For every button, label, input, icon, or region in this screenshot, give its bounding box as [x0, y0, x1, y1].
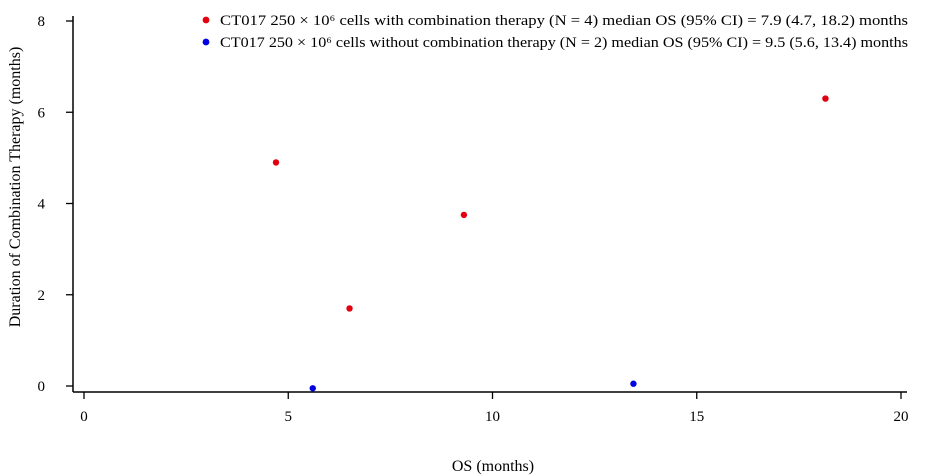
x-tick-label: 5	[285, 409, 293, 425]
x-tick-label: 0	[80, 409, 88, 425]
x-axis-title: OS (months)	[452, 458, 534, 475]
x-tick-label: 15	[689, 409, 704, 425]
y-tick-label: 8	[38, 14, 46, 30]
y-tick-label: 2	[38, 288, 46, 304]
data-point	[346, 305, 353, 312]
x-tick-label: 20	[894, 409, 909, 425]
y-tick-label: 4	[38, 197, 46, 213]
y-tick-label: 0	[38, 379, 46, 395]
axes: 0 5 10 15 20 0 2 4 6 8	[38, 14, 909, 425]
data-points	[272, 95, 829, 392]
data-point	[460, 211, 468, 219]
data-point	[822, 95, 829, 102]
legend: CT017 250 × 10⁶ cells with combination t…	[202, 13, 908, 51]
data-point	[309, 385, 316, 392]
legend-marker	[202, 16, 210, 24]
data-point	[630, 380, 637, 387]
data-point	[272, 159, 280, 166]
legend-label: CT017 250 × 10⁶ cells without combinatio…	[220, 35, 908, 51]
y-axis-title: Duration of Combination Therapy (months)	[7, 47, 24, 328]
legend-label: CT017 250 × 10⁶ cells with combination t…	[220, 13, 908, 29]
y-tick-label: 6	[38, 105, 46, 121]
legend-marker	[202, 38, 210, 46]
x-tick-label: 10	[485, 409, 500, 425]
